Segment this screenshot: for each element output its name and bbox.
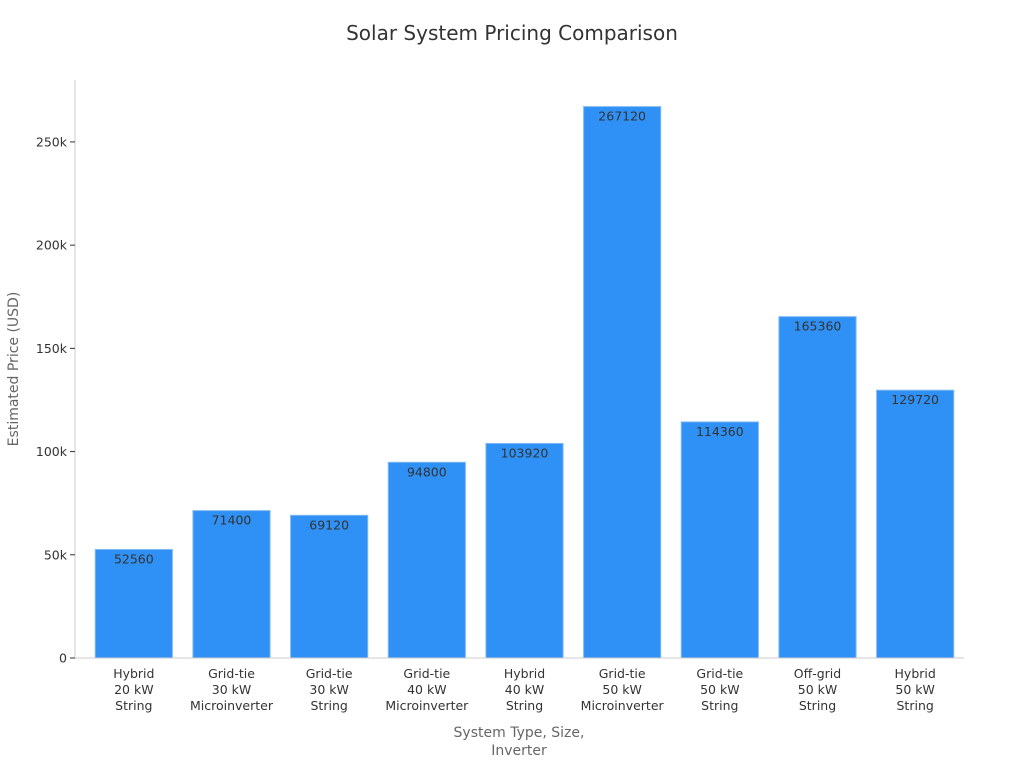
bar-5 (485, 442, 564, 659)
x-tick-label-line: String (897, 698, 934, 713)
y-axis-title-group: Estimated Price (USD) (6, 292, 22, 447)
chart-title: Solar System Pricing Comparison (346, 21, 678, 45)
bar-3 (290, 514, 369, 659)
x-tick-label-line: 40 kW (407, 682, 446, 697)
x-tick-label-line: String (115, 698, 152, 713)
bar-value-label: 114360 (696, 424, 744, 439)
x-axis-title-line-1: System Type, Size, (454, 725, 585, 741)
x-tick-label-line: String (701, 698, 738, 713)
bar-value-label: 165360 (794, 319, 842, 334)
bar-labels-group: 52560 71400 69120 94800 103920 267120 114360 16… (114, 109, 939, 567)
bar-2 (192, 510, 271, 659)
bar-value-label: 103920 (501, 445, 549, 460)
x-tick-label-line: 30 kW (309, 682, 348, 697)
x-axis-title: System Type, Size, Inverter (454, 725, 585, 759)
bar-6 (583, 106, 662, 659)
bar-value-label: 71400 (212, 513, 252, 528)
x-tick-label-line: Grid-tie (403, 666, 450, 681)
x-tick-label-line: Hybrid (895, 666, 936, 681)
x-tick-label-line: Off-grid (794, 666, 841, 681)
x-tick-label-line: 40 kW (505, 682, 544, 697)
y-tick-label: 0 (59, 651, 67, 666)
bar-8 (778, 316, 857, 659)
y-tick-label: 50k (44, 547, 68, 562)
x-axis-title-line-2: Inverter (491, 743, 547, 759)
bar-value-label: 52560 (114, 552, 154, 567)
x-tick-label-line: Microinverter (385, 698, 469, 713)
x-tick-label-line: Microinverter (581, 698, 665, 713)
y-tick-label: 200k (36, 238, 68, 253)
x-tick-label-line: Hybrid (504, 666, 545, 681)
x-tick-label-line: 50 kW (798, 682, 837, 697)
bars-group (94, 106, 955, 659)
x-tick-label-line: Hybrid (113, 666, 154, 681)
x-tick-label-line: 50 kW (700, 682, 739, 697)
x-tick-label-line: 50 kW (602, 682, 641, 697)
y-tick-label: 250k (36, 134, 68, 149)
bar-4 (387, 461, 466, 659)
y-tick-label: 100k (36, 444, 68, 459)
y-axis-title: Estimated Price (USD) (6, 292, 22, 447)
x-tick-label-line: String (799, 698, 836, 713)
x-tick-label-line: String (506, 698, 543, 713)
bar-value-label: 129720 (891, 392, 939, 407)
x-tick-label-line: Grid-tie (599, 666, 646, 681)
x-tick-label-line: String (311, 698, 348, 713)
bar-value-label: 69120 (309, 517, 349, 532)
bar-1 (94, 549, 173, 659)
y-axis: 0 50k 100k 150k 200k 250k (36, 80, 76, 666)
y-tick-label: 150k (36, 341, 68, 356)
x-tick-label-line: Grid-tie (696, 666, 743, 681)
bar-value-label: 94800 (407, 464, 447, 479)
x-tick-label-line: Grid-tie (208, 666, 255, 681)
x-tick-label-line: 20 kW (114, 682, 153, 697)
bar-9 (876, 389, 955, 659)
bar-7 (680, 421, 759, 659)
x-tick-label-line: 30 kW (212, 682, 251, 697)
x-tick-label-line: 50 kW (895, 682, 934, 697)
x-tick-label-line: Microinverter (190, 698, 274, 713)
bar-value-label: 267120 (598, 109, 646, 124)
x-tick-label-line: Grid-tie (306, 666, 353, 681)
